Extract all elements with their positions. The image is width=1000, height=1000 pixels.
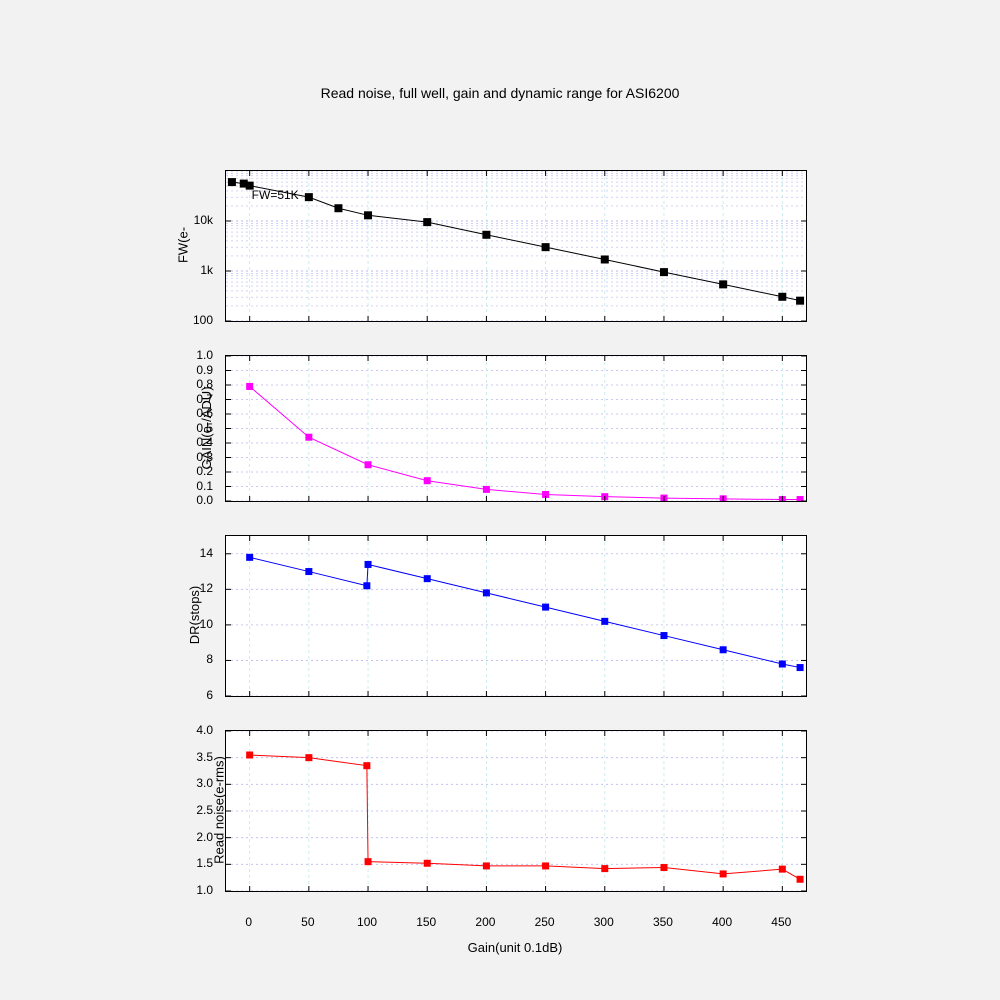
- y-tick: 8: [206, 652, 213, 666]
- y-tick: 0.7: [196, 392, 213, 406]
- data-marker: [482, 231, 490, 239]
- x-tick: 0: [245, 915, 252, 929]
- x-tick: 50: [301, 915, 314, 929]
- x-tick: 250: [535, 915, 555, 929]
- data-marker: [365, 461, 372, 468]
- data-marker: [601, 255, 609, 263]
- data-marker: [365, 561, 372, 568]
- panel-dr: DR(stops)68101214: [225, 535, 805, 695]
- y-tick: 0.9: [196, 363, 213, 377]
- data-marker: [246, 383, 253, 390]
- data-marker: [719, 280, 727, 288]
- data-marker: [364, 211, 372, 219]
- y-tick: 14: [200, 546, 213, 560]
- data-marker: [424, 477, 431, 484]
- y-tick: 0.6: [196, 406, 213, 420]
- data-marker: [424, 575, 431, 582]
- data-marker: [796, 297, 804, 305]
- y-axis-label: FW(e-: [176, 227, 191, 263]
- annotation: FW=51K: [252, 188, 299, 202]
- data-marker: [246, 554, 253, 561]
- data-marker: [542, 243, 550, 251]
- y-tick: 0.1: [196, 479, 213, 493]
- panels-container: FW(e-1001k10kFW=51K GAIN(e-/ADU)0.00.10.2…: [225, 170, 805, 890]
- data-marker: [363, 582, 370, 589]
- x-tick: 150: [416, 915, 436, 929]
- series-line: [250, 755, 800, 879]
- data-marker: [601, 618, 608, 625]
- data-marker: [424, 860, 431, 867]
- y-tick: 3.0: [196, 776, 213, 790]
- data-marker: [363, 762, 370, 769]
- y-tick: 1.5: [196, 856, 213, 870]
- y-tick: 12: [200, 581, 213, 595]
- y-tick: 0.3: [196, 450, 213, 464]
- data-marker: [542, 604, 549, 611]
- y-tick: 0.5: [196, 421, 213, 435]
- y-tick: 10k: [194, 213, 213, 227]
- data-marker: [778, 293, 786, 301]
- data-marker: [423, 218, 431, 226]
- y-tick: 2.5: [196, 803, 213, 817]
- plot-area: FW=51K: [225, 170, 807, 322]
- data-marker: [797, 664, 804, 671]
- data-marker: [720, 646, 727, 653]
- data-marker: [720, 870, 727, 877]
- panel-gain: GAIN(e-/ADU)0.00.10.20.30.40.50.60.70.80…: [225, 355, 805, 500]
- x-axis-label: Gain(unit 0.1dB): [225, 940, 805, 955]
- data-marker: [483, 862, 490, 869]
- data-marker: [483, 486, 490, 493]
- y-tick: 4.0: [196, 723, 213, 737]
- data-marker: [483, 589, 490, 596]
- plot-area: [225, 355, 807, 502]
- x-tick: 450: [771, 915, 791, 929]
- panel-readnoise: Read noise(e-rms)1.01.52.02.53.03.54.0: [225, 730, 805, 890]
- data-marker: [542, 862, 549, 869]
- data-marker: [305, 754, 312, 761]
- series-line: [232, 182, 800, 301]
- plot-area: [225, 730, 807, 892]
- data-marker: [660, 864, 667, 871]
- data-marker: [305, 434, 312, 441]
- y-tick: 1.0: [196, 348, 213, 362]
- x-tick: 100: [357, 915, 377, 929]
- x-tick: 350: [653, 915, 673, 929]
- data-marker: [305, 193, 313, 201]
- data-marker: [601, 865, 608, 872]
- y-tick: 0.2: [196, 464, 213, 478]
- x-tick: 400: [712, 915, 732, 929]
- data-marker: [779, 661, 786, 668]
- y-tick: 1.0: [196, 883, 213, 897]
- panel-fw: FW(e-1001k10kFW=51K: [225, 170, 805, 320]
- x-tick: 200: [475, 915, 495, 929]
- data-marker: [660, 632, 667, 639]
- y-tick: 0.4: [196, 435, 213, 449]
- chart-page: Read noise, full well, gain and dynamic …: [0, 0, 1000, 1000]
- data-marker: [228, 178, 236, 186]
- data-marker: [660, 268, 668, 276]
- y-tick: 100: [193, 313, 213, 327]
- y-tick: 6: [206, 688, 213, 702]
- data-marker: [246, 752, 253, 759]
- chart-title: Read noise, full well, gain and dynamic …: [0, 85, 1000, 101]
- y-tick: 0.0: [196, 493, 213, 507]
- y-tick: 2.0: [196, 830, 213, 844]
- data-marker: [797, 876, 804, 883]
- data-marker: [334, 204, 342, 212]
- data-marker: [797, 496, 804, 501]
- x-tick: 300: [594, 915, 614, 929]
- y-tick: 1k: [200, 263, 213, 277]
- y-tick: 10: [200, 617, 213, 631]
- y-tick: 3.5: [196, 750, 213, 764]
- plot-area: [225, 535, 807, 697]
- series-line: [250, 557, 800, 667]
- data-marker: [365, 858, 372, 865]
- data-marker: [779, 866, 786, 873]
- data-marker: [305, 568, 312, 575]
- y-tick: 0.8: [196, 377, 213, 391]
